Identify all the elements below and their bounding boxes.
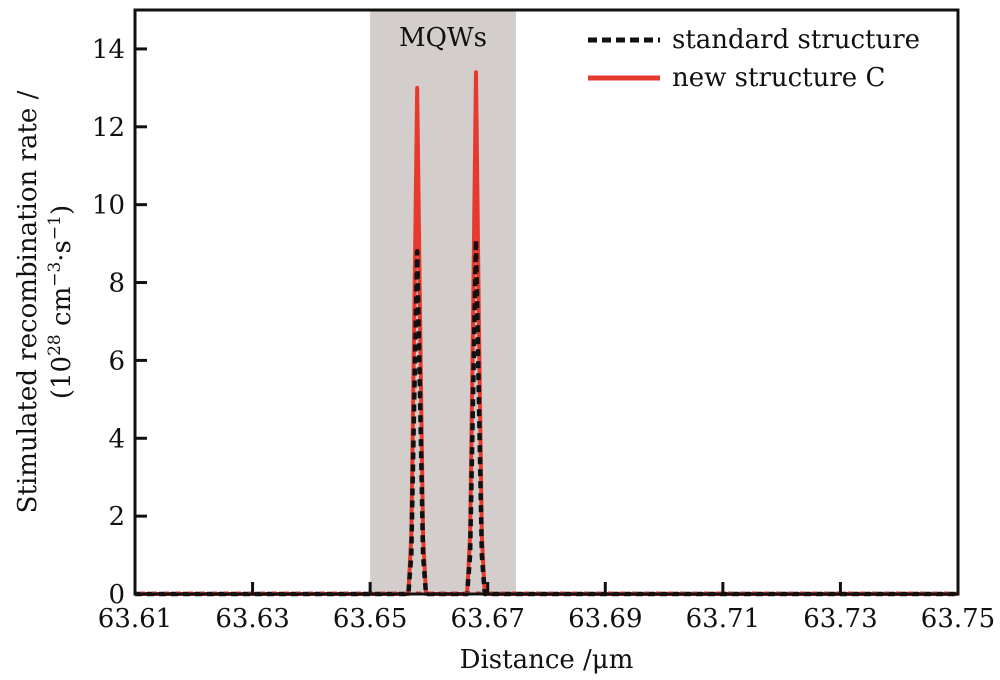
y-tick-label: 12 xyxy=(92,113,125,143)
legend-label: standard structure xyxy=(672,25,920,55)
x-tick-label: 63.73 xyxy=(803,604,877,634)
x-tick-label: 63.71 xyxy=(686,604,760,634)
y-tick-label: 6 xyxy=(108,346,125,376)
x-tick-label: 63.61 xyxy=(98,604,172,634)
mqw-shaded-band xyxy=(370,10,516,594)
y-tick-label: 4 xyxy=(108,424,125,454)
legend-label: new structure C xyxy=(672,63,885,93)
x-tick-label: 63.75 xyxy=(921,604,995,634)
plot-frame xyxy=(133,8,960,596)
x-axis-ticks: 63.61 63.63 63.65 63.67 63.69 63.71 63.73 63.75 xyxy=(98,582,995,634)
y-axis-title-line2: (1028 cm−3·s−1) xyxy=(45,205,77,399)
y-tick-label: 10 xyxy=(92,191,125,221)
y-title-suffix: ) xyxy=(47,205,77,215)
y-axis-title: Stimulated recombination rate / (1028 cm… xyxy=(13,90,77,513)
y-title-mid2: ·s xyxy=(47,240,77,262)
y-tick-label: 14 xyxy=(92,35,125,65)
x-tick-label: 63.69 xyxy=(568,604,642,634)
y-title-exp3: −1 xyxy=(45,215,65,240)
y-title-exp1: 28 xyxy=(45,334,65,356)
y-axis-title-line1: Stimulated recombination rate / xyxy=(13,90,43,513)
y-tick-label: 8 xyxy=(108,269,125,299)
x-tick-label: 63.65 xyxy=(333,604,407,634)
y-tick-label: 2 xyxy=(108,502,125,532)
x-axis-title: Distance /μm xyxy=(460,645,634,675)
y-title-prefix: (10 xyxy=(47,356,77,399)
y-axis-ticks: 0 2 4 6 8 10 12 14 xyxy=(92,35,147,610)
y-tick-label: 0 xyxy=(108,580,125,610)
legend: standard structure new structure C xyxy=(588,25,920,93)
series-line-new-structure-c xyxy=(135,70,958,596)
mqw-label: MQWs xyxy=(399,23,487,53)
y-title-mid: cm xyxy=(47,287,77,334)
x-tick-label: 63.67 xyxy=(450,604,524,634)
y-title-exp2: −3 xyxy=(45,262,65,287)
series-layer xyxy=(135,70,958,597)
x-tick-label: 63.63 xyxy=(215,604,289,634)
series-line-standard-structure xyxy=(135,237,958,597)
